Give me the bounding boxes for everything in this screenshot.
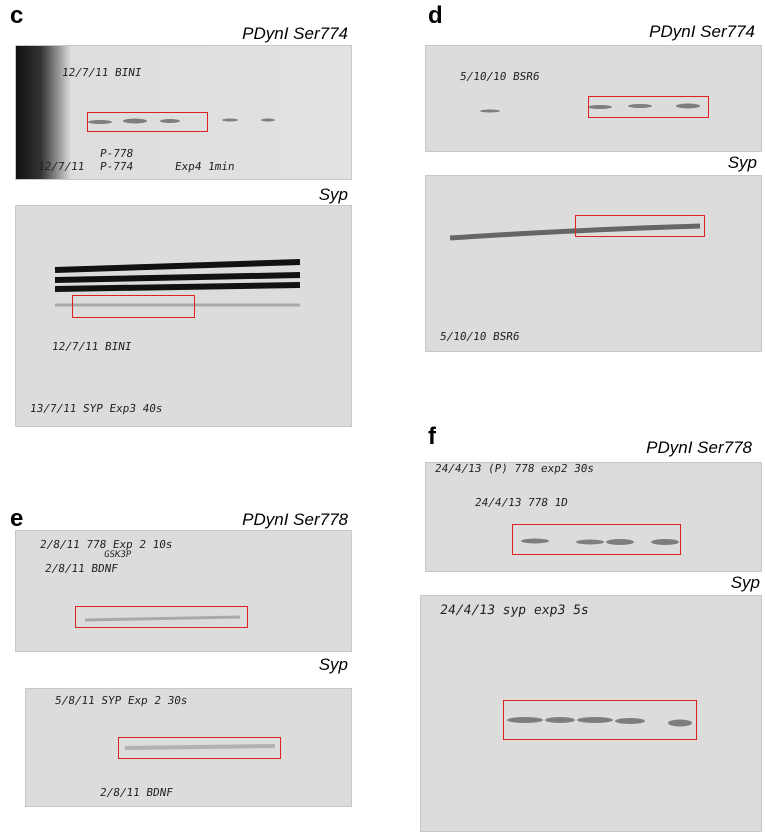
handwritten-note: Exp4 1min xyxy=(174,160,235,173)
blot-label: Syp xyxy=(728,153,757,173)
handwritten-note: 12/7/11 BINI xyxy=(61,66,142,79)
handwritten-note: GSK3P xyxy=(103,550,131,560)
highlight-box xyxy=(503,700,697,740)
highlight-box xyxy=(118,737,281,759)
handwritten-note: 2/8/11 BDNF xyxy=(99,786,174,799)
highlight-box xyxy=(75,606,248,628)
handwritten-note: 24/4/13 syp exp3 5s xyxy=(439,603,590,618)
panel-letter: f xyxy=(428,423,436,451)
blot-label: PDynI Ser778 xyxy=(242,510,348,530)
highlight-box xyxy=(575,215,705,237)
handwritten-note: 13/7/11 SYP Exp3 40s xyxy=(29,402,163,415)
handwritten-note: 5/10/10 BSR6 xyxy=(439,330,520,343)
highlight-box xyxy=(87,112,208,132)
blot-label: PDynI Ser774 xyxy=(649,22,755,42)
panel-letter: c xyxy=(10,2,23,30)
highlight-box xyxy=(72,295,195,318)
panel-letter: d xyxy=(428,2,443,30)
panel-letter: e xyxy=(10,505,23,533)
handwritten-note: P-774 xyxy=(99,160,134,173)
blot-label: Syp xyxy=(731,573,760,593)
blot-label: Syp xyxy=(319,655,348,675)
handwritten-note: P-778 xyxy=(99,147,134,160)
blot-label: PDynI Ser774 xyxy=(242,24,348,44)
handwritten-note: 5/10/10 BSR6 xyxy=(459,70,540,83)
blot-label: Syp xyxy=(319,185,348,205)
handwritten-note: 24/4/13 (P) 778 exp2 30s xyxy=(434,462,595,475)
handwritten-note: 24/4/13 778 1D xyxy=(474,496,569,509)
blot-label: PDynI Ser778 xyxy=(646,438,752,458)
handwritten-note: 12/7/11 BINI xyxy=(51,340,132,353)
handwritten-note: 2/8/11 BDNF xyxy=(44,562,119,575)
highlight-box xyxy=(588,96,709,118)
handwritten-note: 12/7/11 xyxy=(37,160,85,173)
highlight-box xyxy=(512,524,681,555)
figure: {"panels":[ {"letter":"c","blots":[{"lab… xyxy=(0,0,765,836)
handwritten-note: 5/8/11 SYP Exp 2 30s xyxy=(54,694,188,707)
